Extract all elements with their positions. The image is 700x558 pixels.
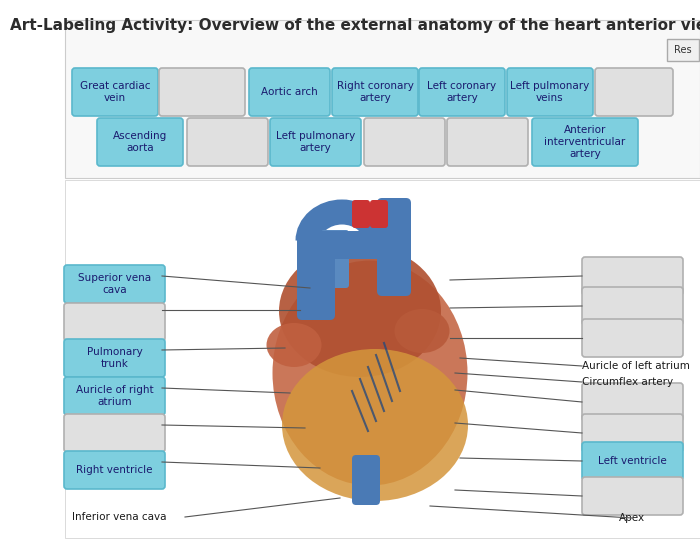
FancyBboxPatch shape: [64, 265, 165, 303]
Ellipse shape: [395, 309, 449, 353]
FancyBboxPatch shape: [97, 118, 183, 166]
FancyBboxPatch shape: [64, 303, 165, 341]
FancyBboxPatch shape: [64, 451, 165, 489]
FancyBboxPatch shape: [582, 414, 683, 452]
FancyBboxPatch shape: [507, 68, 593, 116]
FancyBboxPatch shape: [582, 319, 683, 357]
FancyBboxPatch shape: [582, 442, 683, 480]
FancyBboxPatch shape: [64, 377, 165, 415]
Text: Circumflex artery: Circumflex artery: [582, 377, 673, 387]
Text: Auricle of left atrium: Auricle of left atrium: [582, 361, 690, 371]
FancyBboxPatch shape: [64, 414, 165, 452]
FancyBboxPatch shape: [65, 180, 700, 538]
FancyBboxPatch shape: [352, 200, 370, 228]
FancyBboxPatch shape: [582, 257, 683, 295]
Text: Left pulmonary
artery: Left pulmonary artery: [276, 131, 355, 153]
Text: Inferior vena cava: Inferior vena cava: [72, 512, 167, 522]
Text: Pulmonary
trunk: Pulmonary trunk: [87, 347, 142, 369]
Text: Left coronary
artery: Left coronary artery: [428, 81, 496, 103]
Text: Aortic arch: Aortic arch: [261, 87, 318, 97]
FancyBboxPatch shape: [298, 231, 386, 259]
FancyBboxPatch shape: [364, 118, 445, 166]
Text: Left pulmonary
veins: Left pulmonary veins: [510, 81, 589, 103]
Ellipse shape: [272, 261, 468, 485]
Text: Superior vena
cava: Superior vena cava: [78, 273, 151, 295]
FancyBboxPatch shape: [332, 68, 418, 116]
FancyBboxPatch shape: [582, 287, 683, 325]
FancyBboxPatch shape: [72, 68, 158, 116]
FancyBboxPatch shape: [582, 383, 683, 421]
Text: Right coronary
artery: Right coronary artery: [337, 81, 414, 103]
Ellipse shape: [282, 349, 468, 501]
FancyBboxPatch shape: [370, 200, 388, 228]
Text: Left ventricle: Left ventricle: [598, 456, 667, 466]
FancyBboxPatch shape: [249, 68, 330, 116]
Text: Apex: Apex: [619, 513, 645, 523]
FancyBboxPatch shape: [159, 68, 245, 116]
Text: Right ventricle: Right ventricle: [76, 465, 153, 475]
Text: Ascending
aorta: Ascending aorta: [113, 131, 167, 153]
FancyBboxPatch shape: [447, 118, 528, 166]
FancyBboxPatch shape: [595, 68, 673, 116]
FancyBboxPatch shape: [377, 198, 411, 296]
FancyBboxPatch shape: [582, 477, 683, 515]
FancyBboxPatch shape: [667, 39, 699, 61]
FancyBboxPatch shape: [64, 339, 165, 377]
Text: Great cardiac
vein: Great cardiac vein: [80, 81, 150, 103]
FancyBboxPatch shape: [419, 68, 505, 116]
FancyBboxPatch shape: [187, 118, 268, 166]
FancyBboxPatch shape: [321, 230, 349, 288]
Ellipse shape: [279, 245, 441, 377]
Text: Auricle of right
atrium: Auricle of right atrium: [76, 385, 153, 407]
FancyBboxPatch shape: [352, 455, 380, 505]
FancyBboxPatch shape: [297, 232, 335, 320]
FancyBboxPatch shape: [270, 118, 361, 166]
Text: Art-Labeling Activity: Overview of the external anatomy of the heart anterior vi: Art-Labeling Activity: Overview of the e…: [10, 18, 700, 33]
FancyBboxPatch shape: [532, 118, 638, 166]
Ellipse shape: [267, 323, 321, 367]
Text: Res: Res: [674, 45, 692, 55]
Text: Anterior
interventricular
artery: Anterior interventricular artery: [545, 126, 626, 158]
FancyBboxPatch shape: [65, 20, 700, 178]
